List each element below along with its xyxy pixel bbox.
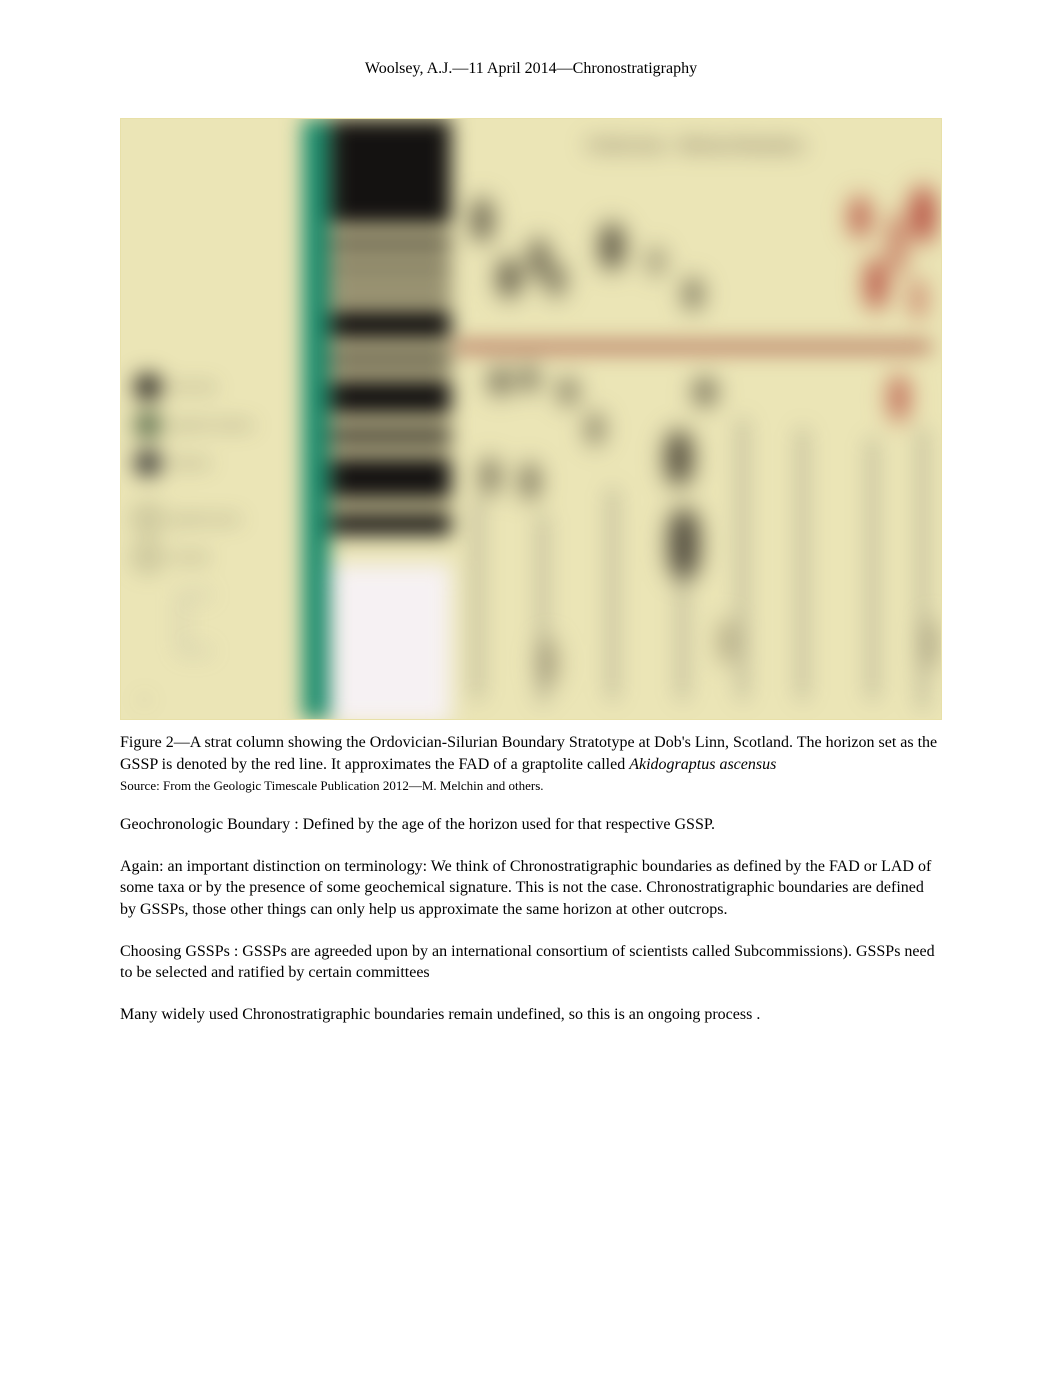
page-header: Woolsey, A.J.—11 April 2014—Chronostrati… — [120, 60, 942, 78]
para3-lead: Choosing GSSPs — [120, 943, 230, 960]
legend-icon-outline — [135, 544, 161, 570]
taxa-range-line — [871, 439, 874, 699]
gssp-boundary-line — [455, 343, 931, 351]
caption-text: A strat column showing the Ordovician-Si… — [120, 734, 937, 773]
litho-bottom-gray — [331, 564, 451, 720]
species-name-italic: Akidograptus ascensus — [629, 756, 776, 773]
taxa-range-line — [476, 499, 479, 699]
litho-gap — [331, 365, 451, 379]
legend-swatch — [135, 374, 161, 400]
choosing-gssps-para: Choosing GSSPs : GSSPs are agreeded upon… — [120, 941, 942, 984]
legend-row: mudstone — [135, 450, 300, 476]
legend-row: graptolite species — [135, 506, 300, 532]
litho-gap — [331, 250, 451, 264]
fossil-range-mark — [891, 214, 903, 274]
litho-gap — [331, 443, 451, 457]
scale-label-blurred: m — [141, 694, 148, 715]
fossil-range-mark — [721, 619, 733, 664]
taxa-range-line — [681, 519, 684, 699]
para1-lead: Geochronologic Boundary — [120, 816, 290, 833]
fossil-range-mark — [866, 259, 886, 309]
fossil-range-mark — [926, 619, 936, 669]
scale-bracket — [181, 594, 211, 652]
fossil-range-mark — [549, 264, 563, 296]
fossil-range-mark — [491, 369, 509, 394]
taxa-range-line — [801, 429, 804, 699]
figure-caption: Figure 2—A strat column showing the Ordo… — [120, 732, 942, 775]
taxa-range-line — [541, 514, 544, 704]
legend-row: conodont — [135, 544, 300, 570]
fossil-range-mark — [666, 431, 692, 485]
figure-legend: black shale graptolitic mudstone mudstone g… — [135, 374, 300, 584]
terminology-distinction-para: Again: an important distinction on termi… — [120, 856, 942, 921]
fossil-range-mark — [523, 464, 537, 499]
fossil-range-mark — [473, 199, 491, 241]
fossil-range-mark — [601, 224, 623, 269]
fossil-range-mark — [499, 259, 519, 297]
litho-gap — [331, 295, 451, 309]
taxa-range-line — [741, 419, 744, 699]
legend-icon-outline — [135, 506, 161, 532]
legend-swatch — [135, 412, 161, 438]
fossil-range-mark — [531, 239, 547, 279]
fossil-range-mark — [913, 279, 923, 319]
legend-label-blurred: graptolitic mudstone — [171, 420, 254, 431]
geochronologic-boundary-para: Geochronologic Boundary : Defined by the… — [120, 814, 942, 836]
fossil-range-mark — [561, 379, 575, 404]
ongoing-process-para: Many widely used Chronostratigraphic bou… — [120, 1004, 942, 1026]
litho-gap — [331, 225, 451, 239]
figure-title-blurred: Ordovician - Silurian Boundary — [471, 137, 921, 167]
document-page: Woolsey, A.J.—11 April 2014—Chronostrati… — [0, 0, 1062, 1377]
litho-top-band — [331, 119, 451, 165]
fossil-range-mark — [483, 459, 497, 494]
fossil-range-mark — [521, 367, 537, 390]
taxa-range-line — [611, 489, 614, 699]
figure-label: Figure 2 — [120, 734, 174, 751]
fossil-range-mark — [651, 249, 661, 274]
fossil-range-mark — [911, 187, 935, 242]
legend-label-blurred: graptolite species — [171, 514, 241, 525]
legend-label-blurred: mudstone — [171, 458, 210, 469]
fossil-range-mark — [851, 197, 869, 237]
litho-gap — [331, 273, 451, 287]
legend-label-blurred: conodont — [171, 552, 208, 563]
fossil-range-mark — [891, 375, 907, 421]
caption-emdash: — — [174, 734, 190, 751]
para3-rest: : GSSPs are agreeded upon by an internat… — [120, 943, 935, 982]
legend-row: graptolitic mudstone — [135, 412, 300, 438]
fossil-range-mark — [686, 279, 700, 309]
legend-label-blurred: black shale — [171, 382, 216, 393]
taxa-range-line — [921, 429, 924, 709]
legend-swatch — [135, 450, 161, 476]
litho-gap — [331, 499, 451, 513]
fossil-range-mark — [669, 509, 699, 579]
legend-row: black shale — [135, 374, 300, 400]
figure-source: Source: From the Geologic Timescale Publ… — [120, 778, 942, 794]
lithology-column — [331, 119, 451, 719]
strat-column-figure: Ordovician - Silurian Boundary black sha… — [120, 118, 942, 720]
litho-gap — [331, 415, 451, 429]
period-color-bar-edge — [321, 119, 329, 719]
fossil-range-mark — [696, 379, 714, 405]
bracket-icon — [181, 594, 211, 652]
litho-gap — [331, 340, 451, 354]
para1-rest: : Defined by the age of the horizon used… — [294, 816, 715, 833]
figure-blurred-content: Ordovician - Silurian Boundary black sha… — [121, 119, 941, 719]
fossil-range-mark — [589, 414, 601, 444]
litho-dark-bands — [331, 165, 451, 535]
